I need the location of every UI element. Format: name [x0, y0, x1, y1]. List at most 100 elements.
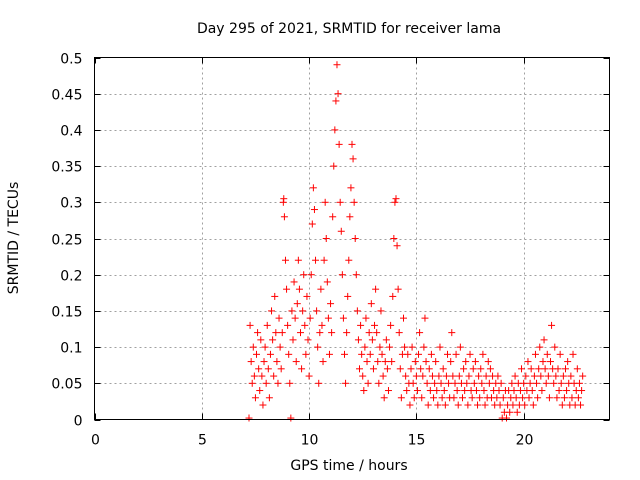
data-point	[520, 379, 528, 387]
data-point	[286, 379, 294, 387]
data-point	[382, 336, 390, 344]
data-point	[259, 401, 267, 409]
data-point	[568, 394, 576, 402]
data-point	[445, 379, 453, 387]
data-point	[494, 372, 502, 380]
data-point	[383, 365, 391, 373]
data-point	[433, 387, 441, 395]
data-point	[459, 394, 467, 402]
data-point	[545, 394, 553, 402]
data-point	[475, 372, 483, 380]
data-point	[329, 213, 337, 221]
data-point	[558, 401, 566, 409]
data-point	[418, 394, 426, 402]
data-point	[439, 365, 447, 373]
data-point	[248, 379, 256, 387]
data-point	[379, 372, 387, 380]
data-point	[548, 321, 556, 329]
data-point	[330, 162, 338, 170]
data-point	[577, 401, 585, 409]
data-point	[276, 343, 284, 351]
data-point	[430, 394, 438, 402]
data-point	[396, 365, 404, 373]
data-point	[524, 358, 532, 366]
data-point	[304, 336, 312, 344]
data-point	[563, 387, 571, 395]
data-point	[315, 379, 323, 387]
data-point	[406, 401, 414, 409]
y-tick-label: 0.15	[51, 305, 82, 321]
data-point	[451, 379, 459, 387]
data-point	[376, 343, 384, 351]
data-point	[569, 350, 577, 358]
data-point	[513, 408, 521, 416]
data-point	[308, 220, 316, 228]
data-point	[288, 307, 296, 315]
data-point	[339, 314, 347, 322]
data-point	[268, 307, 276, 315]
x-tick-label: 15	[408, 433, 426, 449]
y-tick-label: 0.3	[60, 196, 82, 212]
data-point	[540, 336, 548, 344]
y-tick-label: 0.35	[51, 160, 82, 176]
data-point	[256, 387, 264, 395]
data-point	[260, 358, 268, 366]
data-point	[557, 379, 565, 387]
data-point	[365, 329, 373, 337]
data-point	[404, 350, 412, 358]
x-axis-label: GPS time / hours	[290, 458, 407, 474]
data-point	[346, 213, 354, 221]
y-tick-label: 0.05	[51, 377, 82, 393]
data-point	[574, 394, 582, 402]
data-point	[541, 365, 549, 373]
data-point	[336, 198, 344, 206]
data-point	[522, 372, 530, 380]
data-point	[453, 387, 461, 395]
data-point	[371, 321, 379, 329]
x-tick-label: 10	[301, 433, 319, 449]
data-point	[478, 379, 486, 387]
plot-frame	[94, 57, 610, 420]
data-point	[375, 379, 383, 387]
data-point	[497, 379, 505, 387]
data-point	[393, 242, 401, 250]
data-point	[510, 387, 518, 395]
data-point	[403, 387, 411, 395]
data-point	[289, 336, 297, 344]
data-point	[301, 321, 309, 329]
x-tick-label: 20	[516, 433, 534, 449]
data-point	[542, 379, 550, 387]
data-point	[550, 379, 558, 387]
x-tick-label: 0	[91, 433, 100, 449]
data-point	[567, 372, 575, 380]
data-point	[456, 343, 464, 351]
data-point	[351, 235, 359, 242]
data-point	[338, 271, 346, 279]
data-point	[413, 387, 421, 395]
data-point	[395, 329, 403, 337]
data-point	[270, 372, 278, 380]
data-point	[340, 350, 348, 358]
grid-lines	[94, 57, 610, 420]
data-point	[402, 372, 410, 380]
data-point	[528, 387, 536, 395]
data-point	[274, 379, 282, 387]
data-point	[380, 394, 388, 402]
data-point	[452, 350, 460, 358]
data-point	[325, 350, 333, 358]
data-point	[441, 401, 449, 409]
data-point	[321, 198, 329, 206]
data-point	[245, 414, 253, 422]
data-point	[401, 343, 409, 351]
data-point	[419, 372, 427, 380]
y-tick-label: 0	[74, 414, 83, 430]
data-point	[335, 140, 343, 148]
data-point	[300, 271, 308, 279]
data-point	[328, 329, 336, 337]
data-point	[251, 394, 259, 402]
data-point	[285, 350, 293, 358]
data-point	[253, 350, 261, 358]
data-point	[551, 343, 559, 351]
data-point	[316, 329, 324, 337]
data-point	[474, 401, 482, 409]
